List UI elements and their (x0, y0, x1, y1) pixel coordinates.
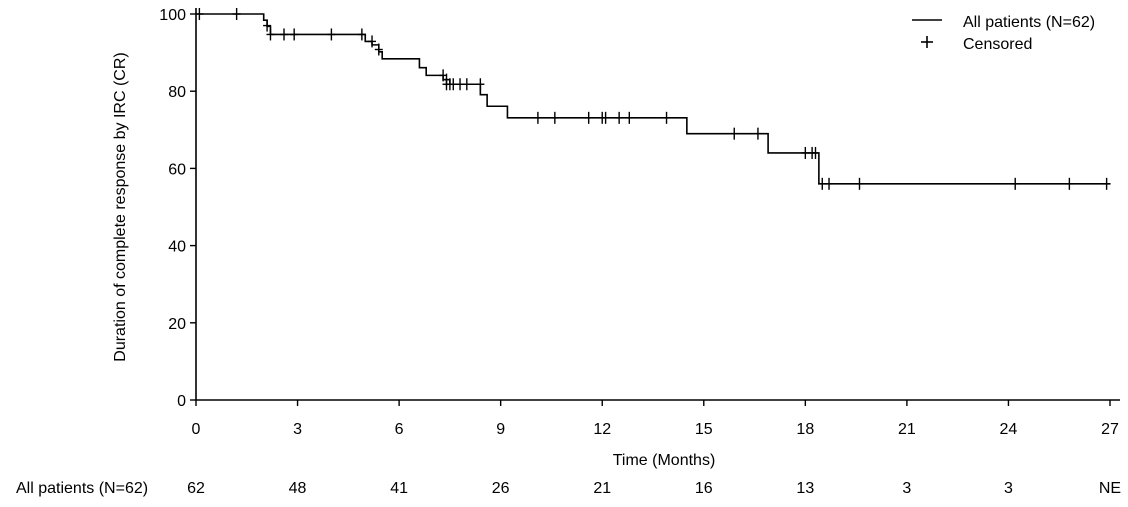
censor-mark (662, 111, 671, 124)
risk-count: 13 (796, 480, 814, 497)
x-axis-title: Time (Months) (613, 452, 716, 469)
x-tick-label: 3 (293, 421, 302, 438)
risk-count: 41 (390, 480, 408, 497)
censor-mark (1011, 177, 1020, 190)
risk-count: 3 (902, 480, 911, 497)
y-tick-label: 0 (177, 393, 186, 410)
legend: All patients (N=62) Censored (912, 14, 1095, 53)
censor-mark (374, 43, 383, 56)
y-tick-label: 60 (168, 161, 186, 178)
censor-marks (195, 8, 1111, 190)
censor-mark (730, 127, 739, 140)
y-tick-label: 80 (168, 84, 186, 101)
censor-mark (476, 78, 485, 91)
censor-mark (550, 111, 559, 124)
risk-table-row-label: All patients (N=62) (16, 480, 148, 497)
censor-mark (1102, 177, 1111, 190)
censor-mark (801, 146, 810, 159)
censor-mark (462, 78, 471, 91)
censor-mark (195, 8, 204, 20)
x-tick-label: 21 (898, 421, 916, 438)
x-tick-label: 27 (1101, 421, 1119, 438)
x-tick-label: 6 (395, 421, 404, 438)
x-tick-label: 24 (1000, 421, 1018, 438)
censor-mark (456, 78, 465, 91)
censor-mark (753, 127, 762, 140)
axes: 0 3 6 9 12 15 18 21 24 27 0 20 40 60 80 100 (159, 7, 1120, 438)
legend-censor-swatch (921, 36, 933, 48)
censor-mark (855, 177, 864, 190)
censor-mark (1065, 177, 1074, 190)
censor-mark (263, 19, 272, 32)
risk-count: 16 (695, 480, 713, 497)
risk-count: 62 (187, 480, 205, 497)
y-tick-label: 100 (159, 7, 186, 24)
y-tick-label: 40 (168, 239, 186, 256)
risk-count: 3 (1004, 480, 1013, 497)
risk-count: 26 (492, 480, 510, 497)
censor-mark (368, 35, 377, 48)
y-axis-title: Duration of complete response by IRC (CR… (112, 52, 129, 361)
censor-mark (625, 111, 634, 124)
y-tick-label: 20 (168, 316, 186, 333)
x-tick-label: 0 (192, 421, 201, 438)
x-tick-label: 18 (796, 421, 814, 438)
x-tick-label: 9 (496, 421, 505, 438)
number-at-risk-table: All patients (N=62) 62 48 41 26 21 16 13 3 3 NE (16, 480, 1121, 497)
x-tick-label: 15 (695, 421, 713, 438)
risk-count: 21 (593, 480, 611, 497)
x-tick-label: 12 (593, 421, 611, 438)
censor-mark (280, 28, 289, 41)
censor-mark (232, 8, 241, 20)
censor-mark (533, 111, 542, 124)
censor-mark (825, 177, 834, 190)
censor-mark (615, 111, 624, 124)
risk-count: NE (1099, 480, 1121, 497)
legend-label-censored: Censored (963, 36, 1032, 53)
censor-mark (584, 111, 593, 124)
censor-mark (266, 28, 275, 41)
censor-mark (818, 177, 827, 190)
legend-label-all-patients: All patients (N=62) (963, 14, 1095, 31)
censor-mark (449, 78, 458, 91)
censor-mark (601, 111, 610, 124)
censor-mark (811, 146, 820, 159)
censor-mark (327, 28, 336, 41)
risk-count: 48 (289, 480, 307, 497)
censor-mark (357, 28, 366, 41)
censor-mark (290, 28, 299, 41)
